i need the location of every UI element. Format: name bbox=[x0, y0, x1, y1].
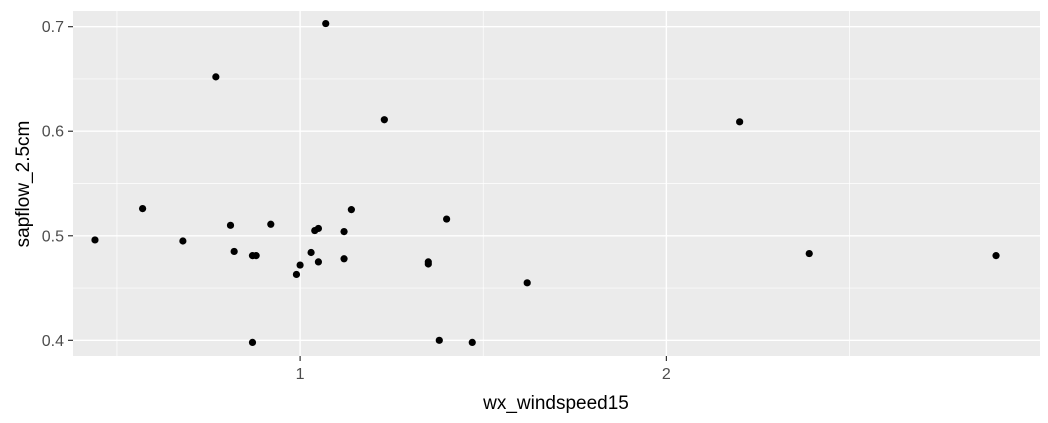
major-gridlines bbox=[73, 11, 1040, 356]
data-point bbox=[322, 19, 330, 28]
data-point bbox=[212, 73, 220, 81]
data-point bbox=[340, 227, 348, 236]
data-point bbox=[992, 252, 1000, 260]
data-point bbox=[226, 221, 235, 229]
y-axis-title: sapflow_2.5cm bbox=[13, 121, 34, 248]
y-tick-label: 0.5 bbox=[42, 228, 64, 245]
data-point bbox=[424, 260, 432, 268]
x-tick-label: 1 bbox=[296, 366, 305, 383]
y-axis: 0.4 0.5 0.6 0.7 bbox=[42, 19, 73, 350]
data-point bbox=[230, 247, 238, 256]
data-point bbox=[435, 336, 443, 344]
data-point bbox=[248, 338, 257, 347]
y-tick-label: 0.4 bbox=[42, 333, 64, 350]
data-point bbox=[523, 279, 531, 287]
data-point bbox=[292, 270, 301, 279]
data-point bbox=[314, 224, 323, 233]
y-tick-label: 0.6 bbox=[42, 124, 64, 141]
data-point bbox=[307, 248, 315, 257]
data-point bbox=[91, 236, 99, 244]
data-point bbox=[252, 252, 260, 260]
data-point bbox=[138, 204, 147, 213]
data-point bbox=[267, 220, 275, 228]
data-point bbox=[179, 237, 187, 245]
data-point bbox=[380, 116, 388, 124]
minor-gridlines bbox=[73, 11, 1040, 356]
data-point bbox=[736, 118, 744, 126]
x-tick-label: 2 bbox=[662, 366, 671, 383]
data-point bbox=[347, 206, 355, 214]
data-point bbox=[340, 255, 348, 263]
data-points bbox=[91, 19, 1000, 347]
x-axis-title: wx_windspeed15 bbox=[482, 393, 629, 414]
data-point bbox=[468, 338, 476, 347]
data-point bbox=[805, 249, 813, 258]
data-point bbox=[443, 215, 451, 223]
y-tick-label: 0.7 bbox=[42, 19, 64, 36]
data-point bbox=[296, 261, 304, 269]
data-point bbox=[314, 258, 323, 266]
